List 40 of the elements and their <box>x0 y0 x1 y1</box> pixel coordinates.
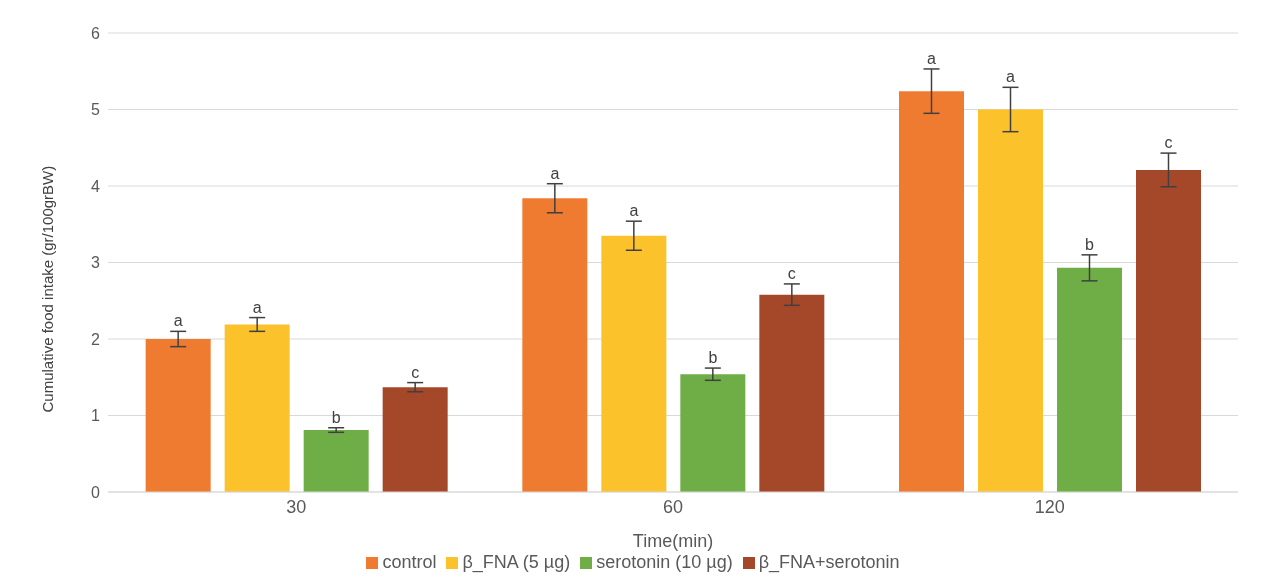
data-label: a <box>550 164 560 182</box>
data-label: b <box>708 349 718 367</box>
bar <box>759 294 825 492</box>
data-label: a <box>629 202 639 220</box>
data-label: b <box>1085 235 1095 253</box>
legend-label: β_FNA+serotonin <box>758 552 900 572</box>
bar <box>601 235 667 492</box>
bar <box>382 387 448 492</box>
x-tick-label: 120 <box>1034 496 1065 517</box>
x-tick-label: 30 <box>286 496 307 517</box>
data-label: a <box>173 312 183 330</box>
y-tick-label: 2 <box>91 330 101 348</box>
data-label: a <box>927 49 937 67</box>
y-tick-label: 1 <box>91 407 101 425</box>
y-axis-title: Cumulative food intake (gr/100grBW) <box>39 165 57 413</box>
bar <box>224 324 290 492</box>
y-tick-label: 0 <box>91 483 101 501</box>
y-tick-label: 3 <box>91 254 101 272</box>
data-label: b <box>331 408 341 426</box>
bar <box>1057 267 1122 492</box>
bar <box>1136 169 1201 492</box>
bar <box>978 109 1043 492</box>
bar <box>680 374 746 492</box>
legend-label: β_FNA (5 µg) <box>462 552 571 572</box>
x-axis-title: Time(min) <box>632 531 714 551</box>
data-label: c <box>787 264 796 282</box>
x-tick-label: 60 <box>662 496 684 517</box>
data-label: c <box>411 363 420 381</box>
bar <box>145 339 211 492</box>
data-label: a <box>1006 68 1016 86</box>
y-tick-label: 6 <box>91 24 101 42</box>
bar <box>899 91 964 492</box>
y-tick-label: 4 <box>91 177 101 195</box>
bar <box>522 198 588 492</box>
data-label: a <box>252 298 262 316</box>
bar <box>303 430 369 492</box>
legend-label: control <box>382 552 437 572</box>
y-tick-label: 5 <box>91 101 101 119</box>
data-label: c <box>1164 134 1173 152</box>
legend-label: serotonin (10 µg) <box>596 552 733 572</box>
